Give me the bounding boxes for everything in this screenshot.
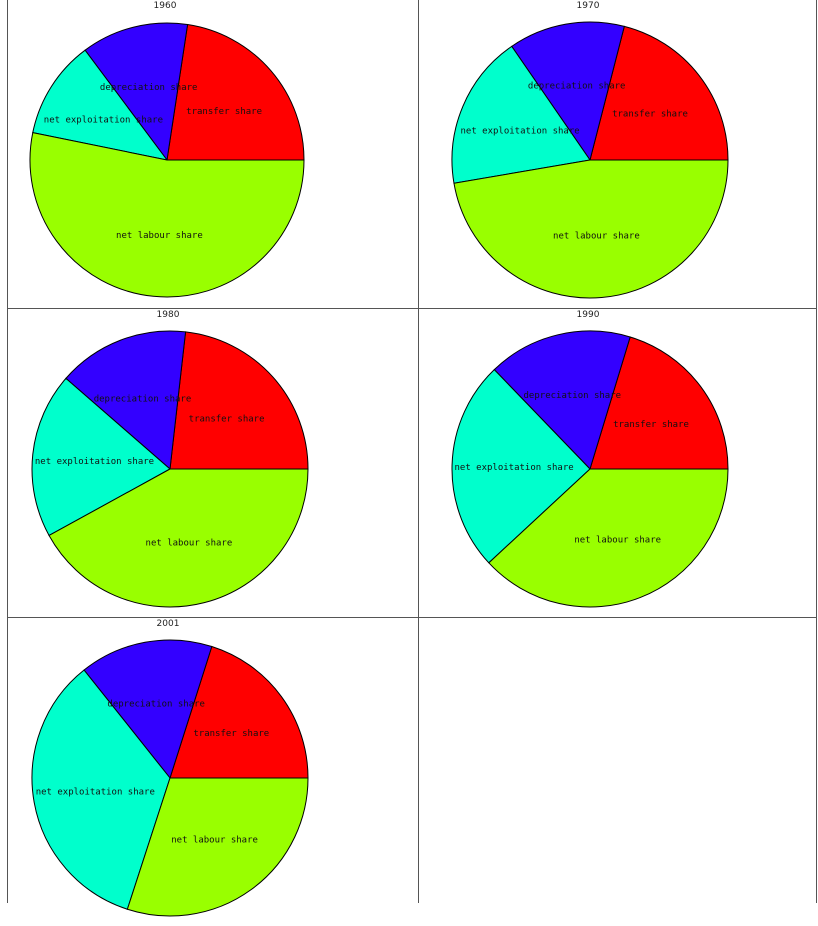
pie-chart-1970: 1970 transfer share depreciation share net … xyxy=(419,0,818,308)
pie-slice-transfer-share xyxy=(169,645,309,779)
pie-slice-net-exploitation-share xyxy=(31,669,171,910)
slice-label-net-exploitation-share: net exploitation share xyxy=(460,127,579,137)
slice-label-depreciation-share: depreciation share xyxy=(107,699,205,709)
pie-svg: 1990 transfer share depreciation share net … xyxy=(451,310,729,608)
grid-line xyxy=(418,0,419,903)
pie-slice-transfer-share xyxy=(169,331,309,470)
slice-label-transfer-share: transfer share xyxy=(186,107,262,117)
slice-label-net-labour-share: net labour share xyxy=(574,536,661,546)
pie-slice-depreciation-share xyxy=(84,22,189,162)
pie-slice-net-labour-share xyxy=(48,468,309,608)
chart-title: 1990 xyxy=(577,310,600,320)
slice-label-depreciation-share: depreciation share xyxy=(100,83,198,93)
slice-label-net-labour-share: net labour share xyxy=(553,232,640,242)
slice-label-transfer-share: transfer share xyxy=(193,729,269,739)
pie-svg: 2001 transfer share depreciation share net … xyxy=(31,619,309,917)
pie-svg: 1970 transfer share depreciation share net … xyxy=(451,1,729,299)
slice-label-net-exploitation-share: net exploitation share xyxy=(44,116,163,126)
slice-label-transfer-share: transfer share xyxy=(612,110,688,120)
pie-chart-1980: 1980 transfer share depreciation share net … xyxy=(7,309,418,617)
pie-slice-net-exploitation-share xyxy=(32,49,169,161)
pie-slice-net-labour-share xyxy=(29,132,305,298)
pie-slice-depreciation-share xyxy=(65,330,187,471)
grid-line xyxy=(7,0,8,903)
chart-title: 1970 xyxy=(577,1,600,11)
pie-slice-depreciation-share xyxy=(493,330,631,470)
pie-slice-depreciation-share xyxy=(511,21,625,162)
pie-chart-1990: 1990 transfer share depreciation share net … xyxy=(419,309,818,617)
pie-slice-transfer-share xyxy=(166,23,305,161)
slice-label-transfer-share: transfer share xyxy=(189,414,265,424)
pie-slice-net-exploitation-share xyxy=(31,377,171,537)
slice-label-depreciation-share: depreciation share xyxy=(524,391,622,401)
chart-title: 1980 xyxy=(157,310,180,320)
pie-slice-transfer-share xyxy=(589,336,729,470)
pie-slice-net-labour-share xyxy=(453,159,729,299)
slice-label-transfer-share: transfer share xyxy=(613,420,689,430)
pie-slice-net-exploitation-share xyxy=(451,368,591,564)
pie-slice-depreciation-share xyxy=(83,639,213,780)
pie-svg: 1960 transfer share depreciation share net … xyxy=(29,1,305,298)
slice-label-net-exploitation-share: net exploitation share xyxy=(36,788,155,798)
grid-line xyxy=(7,308,817,309)
slice-label-depreciation-share: depreciation share xyxy=(94,394,192,404)
grid-line xyxy=(816,0,817,903)
slice-label-net-labour-share: net labour share xyxy=(116,231,203,241)
slice-label-net-exploitation-share: net exploitation share xyxy=(454,463,573,473)
pie-slice-net-exploitation-share xyxy=(451,45,591,184)
pie-slice-transfer-share xyxy=(589,25,729,161)
grid-line xyxy=(7,617,817,618)
pie-chart-1960: 1960 transfer share depreciation share net … xyxy=(7,0,418,308)
slice-label-net-labour-share: net labour share xyxy=(146,539,233,549)
pie-slice-net-labour-share xyxy=(488,468,729,608)
chart-title: 2001 xyxy=(157,619,180,629)
chart-grid: 1960 transfer share depreciation share net … xyxy=(7,0,818,917)
slice-label-net-exploitation-share: net exploitation share xyxy=(35,457,154,467)
slice-label-net-labour-share: net labour share xyxy=(171,835,258,845)
chart-title: 1960 xyxy=(154,1,177,11)
slice-label-depreciation-share: depreciation share xyxy=(528,81,626,91)
pie-svg: 1980 transfer share depreciation share net … xyxy=(31,310,309,608)
pie-chart-2001: 2001 transfer share depreciation share net … xyxy=(7,618,418,926)
